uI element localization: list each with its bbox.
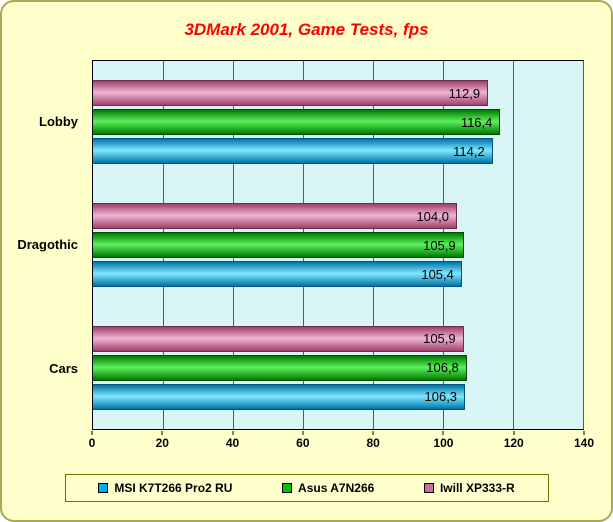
bar-value-label: 106,8 — [426, 360, 459, 376]
bar-value-label: 104,0 — [416, 208, 449, 224]
category-label-dragothic: Dragothic — [17, 237, 78, 253]
x-tick-60 — [302, 431, 304, 435]
x-tick-label-120: 120 — [503, 436, 524, 450]
legend-item-asus-a7n266: Asus A7N266 — [282, 481, 374, 495]
category-label-lobby: Lobby — [39, 114, 78, 130]
bar-lobby-iwill-xp333-r: 112,9 — [93, 80, 489, 107]
bar-cars-msi-k7t266-pro2-ru: 106,3 — [93, 383, 466, 410]
bar-group-lobby: 112,9 116,4 114,2 — [93, 61, 583, 184]
bar-dragothic-iwill-xp333-r: 104,0 — [93, 203, 457, 229]
bar-dragothic-asus-a7n266: 105,9 — [93, 232, 464, 258]
legend-swatch-icon — [98, 483, 109, 493]
bar-cars-iwill-xp333-r: 105,9 — [93, 325, 464, 352]
bar-value-label: 105,9 — [423, 331, 456, 347]
bar-value-label: 112,9 — [448, 85, 481, 101]
bar-cars-asus-a7n266: 106,8 — [93, 354, 467, 381]
bar-group-cars: 105,9 106,8 106,3 — [93, 306, 583, 429]
bar-value-label: 105,9 — [423, 237, 456, 253]
legend-swatch-icon — [423, 483, 434, 493]
y-axis-category-labels: Lobby Dragothic Cars — [6, 60, 88, 430]
bar-dragothic-msi-k7t266-pro2-ru: 105,4 — [93, 261, 462, 287]
bar-value-label: 114,2 — [453, 143, 485, 159]
legend-label: Iwill XP333-R — [439, 481, 515, 495]
legend-swatch-icon — [282, 483, 293, 493]
bar-lobby-msi-k7t266-pro2-ru: 114,2 — [93, 138, 493, 165]
x-tick-20 — [161, 431, 163, 435]
gridline-140 — [583, 61, 584, 429]
x-tick-label-60: 60 — [296, 436, 310, 450]
x-tick-100 — [442, 431, 444, 435]
x-tick-120 — [513, 431, 515, 435]
x-tick-140 — [583, 431, 585, 435]
x-tick-80 — [372, 431, 374, 435]
legend-item-msi-k7t266-pro2-ru: MSI K7T266 Pro2 RU — [98, 481, 232, 495]
x-axis: 0 20 40 60 80 100 120 140 — [88, 431, 594, 453]
x-tick-label-0: 0 — [88, 436, 96, 450]
gridline-120 — [513, 61, 514, 429]
bar-value-label: 106,3 — [424, 389, 458, 405]
x-tick-label-140: 140 — [573, 436, 595, 450]
x-tick-label-40: 40 — [225, 436, 240, 450]
legend-label: Asus A7N266 — [298, 481, 375, 495]
bar-value-label: 105,4 — [421, 266, 454, 282]
x-tick-label-20: 20 — [155, 436, 169, 450]
chart-title: 3DMark 2001, Game Tests, fps — [184, 20, 429, 39]
x-tick-label-100: 100 — [433, 436, 454, 450]
plot-area: 112,9 116,4 114,2 104,0 105,9 105,4 105,9 106,8… — [92, 60, 584, 430]
legend: MSI K7T266 Pro2 RU Asus A7N266 Iwill XP333… — [64, 474, 549, 502]
x-tick-label-80: 80 — [366, 436, 380, 450]
bar-group-dragothic: 104,0 105,9 105,4 — [93, 184, 583, 307]
x-tick-0 — [91, 431, 93, 435]
bar-value-label: 116,4 — [460, 114, 493, 130]
x-tick-40 — [232, 431, 234, 435]
category-label-cars: Cars — [49, 360, 78, 376]
legend-label: MSI K7T266 Pro2 RU — [114, 481, 233, 495]
bar-lobby-asus-a7n266: 116,4 — [93, 109, 501, 136]
legend-item-iwill-xp333-r: Iwill XP333-R — [423, 481, 515, 495]
